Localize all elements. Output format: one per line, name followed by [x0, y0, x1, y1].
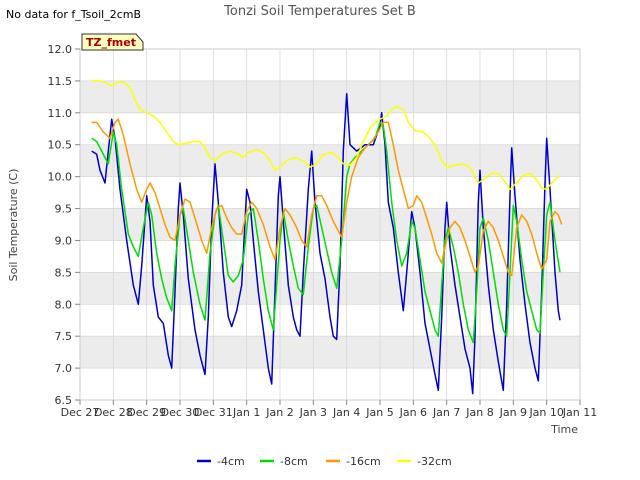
- legend-label: -16cm: [346, 455, 381, 468]
- badge-shape: [81, 33, 144, 51]
- y-tick-label: 8.5: [55, 266, 73, 279]
- x-axis-label: Time: [550, 423, 578, 436]
- plot-bands: [80, 80, 580, 369]
- y-tick-label: 9.0: [55, 234, 73, 247]
- x-tick-label: Dec 31: [194, 406, 233, 419]
- x-tick-label: Dec 28: [94, 406, 133, 419]
- grid-lines: [79, 48, 581, 401]
- y-tick-label: 11.5: [48, 75, 73, 88]
- y-tick-label: 11.0: [48, 107, 73, 120]
- x-tick-label: Jan 8: [465, 406, 493, 419]
- x-tick-label: Jan 11: [562, 406, 597, 419]
- y-tick-label: 8.0: [55, 298, 73, 311]
- band: [80, 144, 580, 177]
- x-tick-label: Jan 9: [499, 406, 527, 419]
- y-tick-label: 10.0: [48, 171, 73, 184]
- y-axis-label: Soil Temperature (C): [7, 169, 20, 282]
- legend-label: -32cm: [417, 455, 452, 468]
- legend: -4cm -8cm -16cm -32cm: [197, 455, 452, 468]
- x-tick-label: Dec 27: [61, 406, 100, 419]
- badge-label: TZ_fmet: [86, 36, 136, 49]
- chart-title: Tonzi Soil Temperatures Set B: [223, 4, 416, 19]
- band: [80, 80, 580, 113]
- x-tick-label: Jan 1: [232, 406, 260, 419]
- x-tick-label: Jan 3: [299, 406, 327, 419]
- x-tick-label: Jan 10: [528, 406, 563, 419]
- series-lines: [91, 80, 563, 395]
- x-tick-label: Dec 29: [127, 406, 166, 419]
- no-data-note: No data for f_Tsoil_2cmB: [6, 8, 141, 21]
- y-tick-label: 7.0: [55, 362, 73, 375]
- y-tick-label: 9.5: [55, 203, 73, 216]
- series-line: [91, 118, 563, 277]
- legend-label: -8cm: [280, 455, 308, 468]
- series-line: [91, 92, 561, 395]
- legend-label: -4cm: [217, 455, 245, 468]
- y-tick-label: 12.0: [48, 43, 73, 56]
- x-tick-label: Jan 2: [265, 406, 293, 419]
- x-tick-label: Jan 7: [432, 406, 460, 419]
- y-tick-label: 10.5: [48, 139, 73, 152]
- series-line: [91, 80, 561, 191]
- series-line: [91, 121, 561, 344]
- x-tick-label: Jan 6: [399, 406, 427, 419]
- plot-frame: [79, 48, 581, 401]
- band: [80, 272, 580, 305]
- y-tick-label: 7.5: [55, 330, 73, 343]
- y-axis-ticks: 6.5 7.0 7.5 8.0 8.5 9.0 9.5 10.0 10.5 11.0 11.5 12.…: [48, 43, 80, 407]
- x-tick-label: Dec 30: [161, 406, 200, 419]
- x-tick-label: Jan 4: [332, 406, 360, 419]
- x-tick-label: Jan 5: [365, 406, 393, 419]
- site-badge: TZ_fmet: [81, 33, 144, 51]
- y-tick-label: 6.5: [55, 394, 73, 407]
